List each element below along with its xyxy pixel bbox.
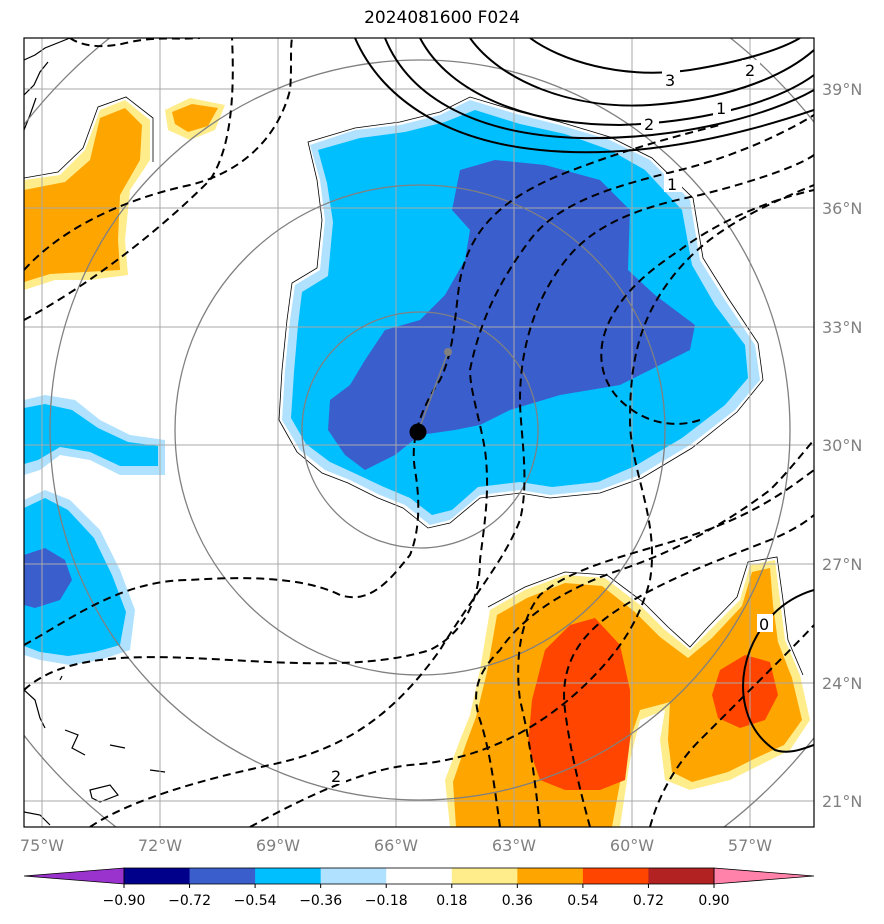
colorbar-tick-label: 0.54 — [567, 893, 598, 909]
colorbar-tick-label: 0.18 — [436, 893, 467, 909]
latitude-labels: 39°N 36°N 33°N 30°N 27°N 24°N 21°N — [822, 80, 862, 811]
lon-label: 72°W — [138, 836, 182, 855]
map-title: 2024081600 F024 — [364, 8, 520, 28]
coastlines — [24, 38, 166, 826]
lon-label: 69°W — [256, 836, 300, 855]
lat-label: 33°N — [822, 318, 862, 337]
lon-label: 57°W — [728, 836, 772, 855]
lon-label: 66°W — [374, 836, 418, 855]
colorbar-tick-label: −0.72 — [168, 893, 211, 909]
storm-center-marker — [409, 423, 427, 441]
colorbar-swatch — [451, 868, 518, 884]
solid-contours — [354, 38, 814, 753]
colorbar-swatch — [189, 868, 256, 884]
negative-anomaly-central — [282, 100, 760, 525]
lat-lon-grid — [24, 38, 814, 827]
lat-label: 30°N — [822, 436, 862, 455]
colorbar-ticks: −0.90 −0.72 −0.54 −0.36 −0.18 0.18 0.36 0.54 0.7… — [103, 884, 730, 909]
colorbar-tick-label: 0.36 — [502, 893, 533, 909]
lat-label: 39°N — [822, 80, 862, 99]
negative-anomaly-west — [24, 395, 165, 665]
positive-anomaly-south — [445, 560, 810, 827]
lon-label: 75°W — [20, 836, 64, 855]
colorbar-swatch — [582, 868, 649, 884]
colorbar-swatch — [255, 868, 322, 884]
colorbar-extend-low — [23, 867, 125, 885]
colorbar-swatch — [517, 868, 584, 884]
colorbar-tick-label: −0.90 — [103, 893, 146, 909]
forecast-position-marker — [444, 348, 452, 356]
contour-label: 0 — [759, 615, 769, 634]
colorbar-extend-high — [713, 867, 815, 885]
colorbar-tick-label: −0.36 — [299, 893, 342, 909]
lat-label: 21°N — [822, 792, 862, 811]
storm-track — [409, 348, 452, 441]
colorbar-swatch — [386, 868, 453, 884]
contour-label: 1 — [667, 175, 677, 194]
colorbar-tick-label: −0.54 — [234, 893, 277, 909]
contour-label: 2 — [644, 115, 654, 134]
colorbar: −0.90 −0.72 −0.54 −0.36 −0.18 0.18 0.36 0.54 0.7… — [23, 867, 815, 909]
lat-label: 36°N — [822, 199, 862, 218]
colorbar-swatches — [23, 867, 815, 885]
colorbar-tick-label: 0.90 — [698, 893, 729, 909]
lon-label: 63°W — [492, 836, 536, 855]
contour-label: 1 — [716, 99, 726, 118]
longitude-labels: 75°W 72°W 69°W 66°W 63°W 60°W 57°W — [20, 836, 772, 855]
contour-label: 3 — [665, 71, 675, 90]
map-frame — [23, 37, 815, 828]
lat-label: 27°N — [822, 555, 862, 574]
contour-label: 2 — [331, 767, 341, 786]
colorbar-tick-label: 0.72 — [633, 893, 664, 909]
colorbar-swatch — [320, 868, 387, 884]
dashed-contours — [24, 38, 814, 827]
colorbar-tick-label: −0.18 — [365, 893, 408, 909]
colorbar-swatch — [124, 868, 191, 884]
colorbar-swatch — [648, 868, 715, 884]
contour-label: 2 — [745, 61, 755, 80]
lat-label: 24°N — [822, 674, 862, 693]
contour-labels: 3 2 2 1 1 0 2 — [328, 60, 773, 786]
anomaly-outlines — [24, 96, 804, 676]
lon-label: 60°W — [610, 836, 654, 855]
colorbar-outline — [123, 867, 715, 885]
